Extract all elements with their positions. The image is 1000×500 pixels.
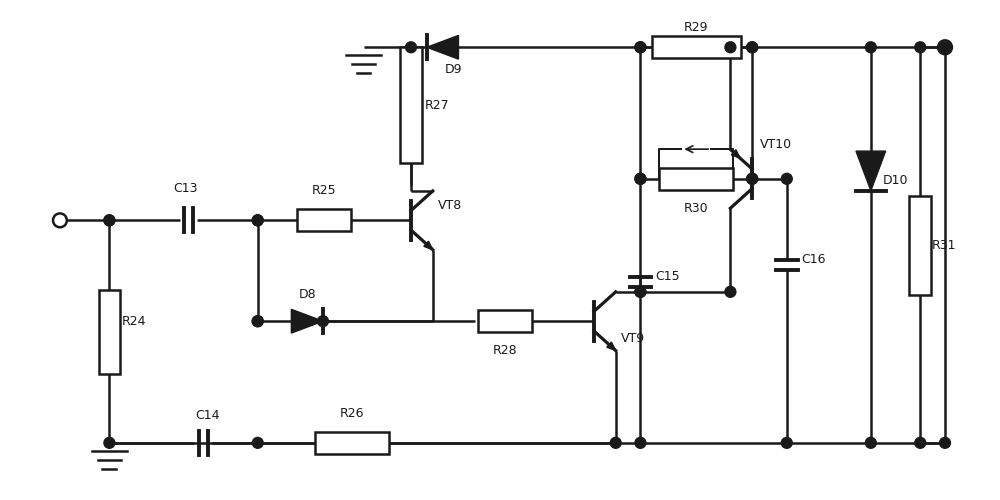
Text: R28: R28	[493, 344, 517, 358]
Circle shape	[406, 42, 416, 52]
Text: R24: R24	[122, 315, 147, 328]
Circle shape	[635, 174, 646, 184]
Bar	[297, 210, 351, 231]
Circle shape	[635, 286, 646, 298]
Circle shape	[915, 42, 926, 52]
Text: R27: R27	[425, 98, 449, 112]
Text: R31: R31	[932, 238, 957, 252]
Text: R26: R26	[339, 406, 364, 420]
Circle shape	[252, 215, 263, 226]
Circle shape	[635, 286, 646, 298]
Circle shape	[635, 42, 646, 52]
Circle shape	[915, 438, 926, 448]
Text: C14: C14	[195, 408, 220, 422]
Text: C16: C16	[802, 254, 826, 266]
Circle shape	[781, 438, 792, 448]
Circle shape	[747, 174, 758, 184]
Text: VT10: VT10	[760, 138, 792, 150]
Polygon shape	[607, 342, 616, 350]
Text: R30: R30	[684, 202, 709, 215]
Text: D9: D9	[445, 62, 462, 76]
Text: C13: C13	[173, 182, 198, 195]
Bar	[652, 36, 741, 58]
Bar	[400, 48, 422, 163]
Bar	[315, 432, 389, 454]
Circle shape	[104, 438, 115, 448]
Circle shape	[725, 286, 736, 298]
Text: D10: D10	[883, 174, 908, 188]
Polygon shape	[731, 150, 740, 158]
Text: C15: C15	[655, 270, 680, 283]
Circle shape	[252, 316, 263, 326]
Circle shape	[725, 42, 736, 52]
Text: R29: R29	[684, 21, 709, 34]
Circle shape	[747, 42, 758, 52]
Circle shape	[252, 438, 263, 448]
Bar	[99, 290, 120, 374]
Circle shape	[747, 174, 758, 184]
Polygon shape	[291, 310, 323, 333]
Circle shape	[104, 215, 115, 226]
Circle shape	[104, 215, 115, 226]
Circle shape	[865, 42, 876, 52]
Bar	[478, 310, 532, 332]
Circle shape	[252, 316, 263, 326]
Text: R25: R25	[312, 184, 336, 197]
Bar	[909, 196, 931, 294]
Text: VT8: VT8	[438, 199, 462, 212]
Circle shape	[865, 438, 876, 448]
Polygon shape	[427, 36, 458, 59]
Text: D8: D8	[298, 288, 316, 301]
Circle shape	[252, 215, 263, 226]
Circle shape	[940, 438, 950, 448]
Circle shape	[747, 42, 758, 52]
Circle shape	[610, 438, 621, 448]
Circle shape	[781, 174, 792, 184]
Circle shape	[318, 316, 328, 326]
Circle shape	[635, 438, 646, 448]
Polygon shape	[856, 151, 886, 190]
Circle shape	[940, 42, 950, 52]
Circle shape	[635, 174, 646, 184]
Text: VT9: VT9	[621, 332, 645, 345]
Circle shape	[635, 42, 646, 52]
Bar	[659, 168, 733, 190]
Polygon shape	[424, 241, 433, 250]
